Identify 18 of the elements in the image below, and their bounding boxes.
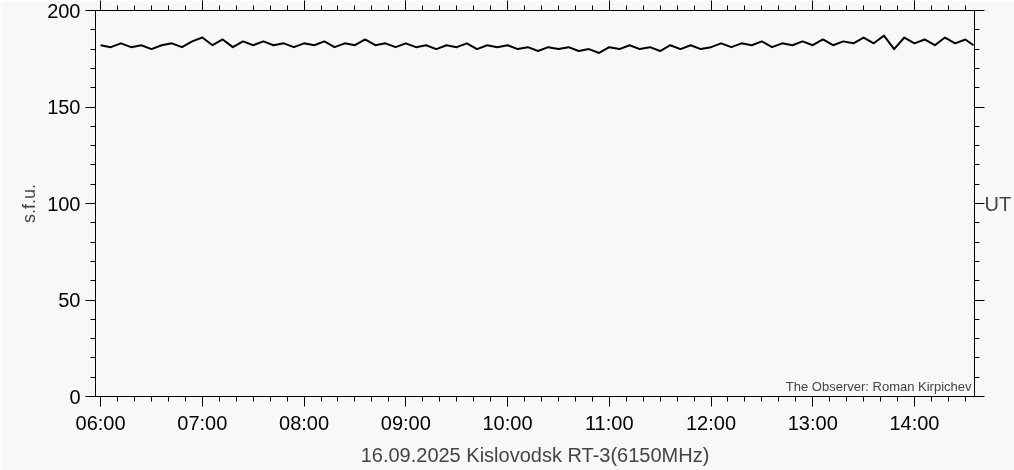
x-tick-label: 12:00 [685,411,737,434]
x-axis-title: UT [984,192,1012,215]
y-tick-label: 0 [69,385,81,408]
x-tick-label: 11:00 [584,411,634,434]
y-tick-label: 50 [58,289,81,311]
y-tick-label: 100 [47,192,81,215]
y-tick-label: 150 [47,96,81,118]
annotation: The Observer: Roman Kirpichev [785,378,972,394]
x-tick-label: 09:00 [380,411,431,434]
x-tick-label: 10:00 [482,411,533,434]
x-tick-label: 08:00 [279,411,330,434]
text: 16.09.2025 Kislovodsk RT-3(6150MHz) [360,443,710,466]
x-tick-label: 06:00 [75,411,126,434]
x-tick-label: 13:00 [787,411,838,434]
y-axis-title: s.f.u. [19,183,40,224]
x-tick-label: 14:00 [889,411,940,434]
x-tick-label: 07:00 [177,411,228,434]
y-tick-label: 200 [47,0,81,22]
